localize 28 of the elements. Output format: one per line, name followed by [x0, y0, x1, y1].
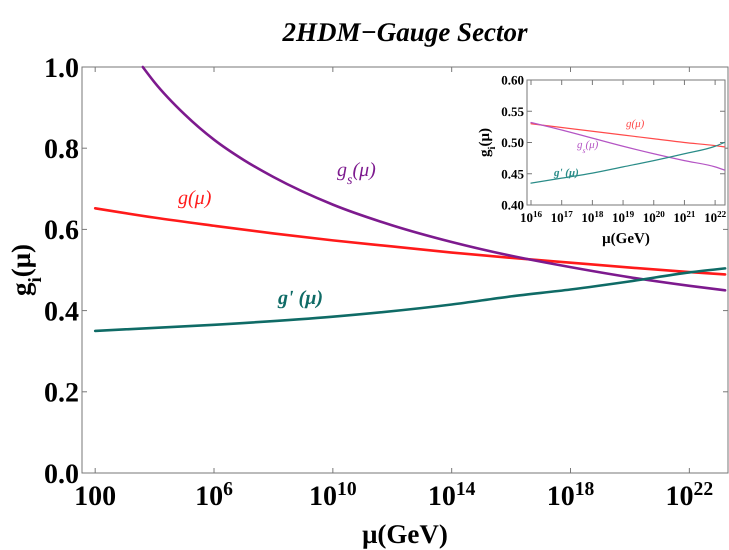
y-tick-label: 1.0 [44, 52, 79, 84]
x-tick-label: 10$^{17}$ [550, 209, 574, 225]
x-tick-label: 10$^{14}$ [428, 478, 476, 512]
x-tick-label: 10$^{19}$ [612, 209, 635, 225]
series-label: g$_{s}$(μ) [337, 159, 376, 188]
series-label: g' (μ) [277, 287, 323, 309]
x-tick-label: 10$^{18}$ [546, 478, 595, 512]
x-axis-title: μ(GeV) [362, 519, 448, 549]
x-tick-label: 10$^{10}$ [309, 478, 357, 512]
series-label: g$_{s}$(μ) [577, 139, 599, 154]
x-tick-label: 10$^{22}$ [666, 478, 714, 512]
x-tick-label: 10$^{6}$ [195, 478, 234, 512]
x-tick-label: 10$^{22}$ [704, 209, 727, 225]
x-axis-title: μ(GeV) [602, 231, 650, 247]
y-tick-label: 0.6 [44, 215, 79, 246]
x-tick-label: 10$^{20}$ [642, 209, 666, 225]
series-label: g(μ) [626, 118, 645, 130]
y-tick-label: 0.60 [501, 72, 524, 88]
y-tick-label: 0.45 [501, 166, 524, 182]
y-tick-label: 0.8 [44, 134, 79, 165]
y-tick-label: 0.55 [501, 104, 524, 119]
y-tick-label: 0.4 [44, 296, 79, 328]
y-tick-label: 0.2 [44, 378, 79, 409]
series-label: g(μ) [178, 187, 212, 209]
y-tick-label: 0.50 [501, 135, 524, 150]
x-tick-label: 10$^{21}$ [673, 209, 696, 225]
x-tick-label: 10$^{18}$ [581, 209, 604, 225]
chart-title: 2HDM−Gauge Sector [281, 17, 528, 47]
